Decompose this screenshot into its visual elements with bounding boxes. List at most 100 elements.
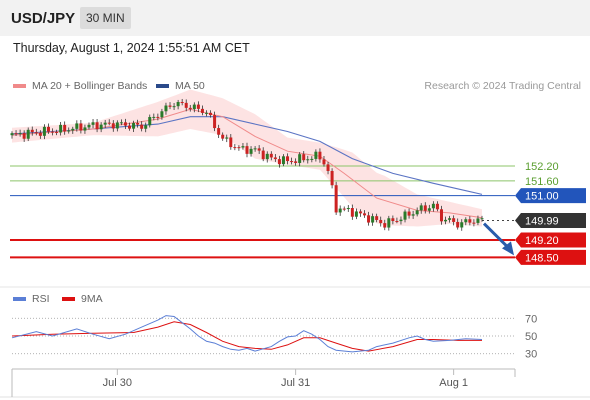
- header-bar: USD/JPY 30 MIN: [0, 0, 590, 36]
- rsi-ma-label: 9MA: [81, 293, 103, 305]
- candle: [281, 154, 285, 167]
- timeframe-badge[interactable]: 30 MIN: [80, 7, 131, 29]
- rsi-line: [11, 315, 483, 353]
- candle: [221, 132, 225, 141]
- candle-body: [99, 124, 103, 130]
- candle-body: [334, 185, 338, 213]
- candle-body: [75, 123, 79, 129]
- candle-body: [253, 148, 257, 150]
- candle: [188, 104, 192, 112]
- candle-body: [249, 148, 253, 154]
- candle: [168, 102, 172, 110]
- ma50-label: MA 50: [175, 80, 205, 92]
- candle: [399, 216, 403, 225]
- x-tick-label: Jul 30: [103, 377, 132, 389]
- candle: [277, 155, 281, 168]
- candle: [302, 151, 306, 163]
- ma50-swatch: [156, 84, 169, 89]
- candle-body: [119, 122, 123, 124]
- candle: [184, 99, 188, 112]
- candle-body: [265, 153, 269, 160]
- candle-body: [310, 158, 314, 160]
- candle-body: [111, 123, 115, 129]
- candle: [468, 216, 472, 226]
- candle-body: [115, 122, 119, 129]
- candle-body: [439, 209, 443, 222]
- bollinger-band: [12, 89, 482, 227]
- projection-arrow-head: [502, 241, 514, 256]
- candle: [132, 120, 136, 132]
- candle: [431, 201, 435, 212]
- candle: [115, 120, 119, 132]
- candle: [83, 124, 87, 134]
- candle-body: [367, 215, 371, 223]
- candle-body: [221, 134, 225, 139]
- candle-body: [456, 221, 460, 228]
- candle-body: [423, 205, 427, 211]
- candle-body: [63, 124, 67, 132]
- candle-body: [302, 154, 306, 161]
- candle-body: [468, 219, 472, 223]
- candle: [107, 119, 111, 126]
- ma20-swatch: [13, 84, 26, 89]
- candle: [140, 121, 144, 132]
- candle: [103, 119, 107, 129]
- candle-body: [383, 223, 387, 228]
- candle-body: [46, 126, 50, 132]
- candle: [444, 216, 448, 225]
- level-tag-2: 151.00: [515, 188, 586, 204]
- level-tag-bg: [515, 213, 586, 229]
- candle: [180, 98, 184, 106]
- candle-body: [350, 208, 354, 217]
- candle-body: [91, 122, 95, 125]
- candle-body: [354, 211, 358, 217]
- level-tag-bg: [515, 249, 586, 265]
- rsi-swatch: [13, 297, 26, 302]
- candle-body: [444, 219, 448, 222]
- candle: [241, 143, 245, 150]
- level-tag-3: 149.99: [515, 213, 586, 229]
- candle-body: [34, 132, 38, 134]
- candle: [460, 219, 464, 231]
- candle-body: [363, 213, 366, 216]
- rsi-ma-line: [11, 321, 482, 352]
- candle-body: [59, 124, 63, 133]
- candle-body: [476, 218, 480, 223]
- candle: [71, 126, 75, 134]
- candle: [209, 110, 213, 118]
- candle-body: [286, 156, 290, 162]
- candle: [79, 119, 83, 134]
- candle-body: [338, 208, 342, 213]
- candle-body: [38, 132, 42, 136]
- candle-body: [269, 153, 273, 158]
- candle-body: [87, 124, 91, 128]
- candle: [306, 155, 310, 164]
- candle: [273, 154, 277, 162]
- candle-body: [55, 131, 59, 133]
- candle-body: [10, 133, 14, 136]
- candle: [55, 129, 59, 136]
- candle-body: [435, 203, 439, 210]
- candle: [18, 129, 22, 137]
- candle: [269, 151, 273, 161]
- candle: [452, 215, 456, 226]
- candle: [144, 122, 148, 133]
- candle: [310, 156, 314, 163]
- level-label-1: 151.60: [525, 176, 559, 188]
- credit-text: Research © 2024 Trading Central: [424, 80, 581, 92]
- candle: [448, 215, 452, 223]
- candle: [334, 181, 338, 215]
- candle: [34, 128, 38, 136]
- candle-body: [431, 203, 435, 209]
- x-tick-label: Aug 1: [439, 377, 468, 389]
- candle-body: [83, 127, 87, 131]
- candle-body: [395, 221, 399, 223]
- candle-body: [160, 111, 164, 118]
- projection-arrow-shaft: [482, 222, 510, 249]
- candle: [387, 215, 391, 231]
- candle-body: [277, 159, 281, 165]
- ma50-line: [11, 116, 483, 195]
- timestamp: Thursday, August 1, 2024 1:55:51 AM CET: [13, 41, 250, 55]
- candle-body: [346, 208, 350, 210]
